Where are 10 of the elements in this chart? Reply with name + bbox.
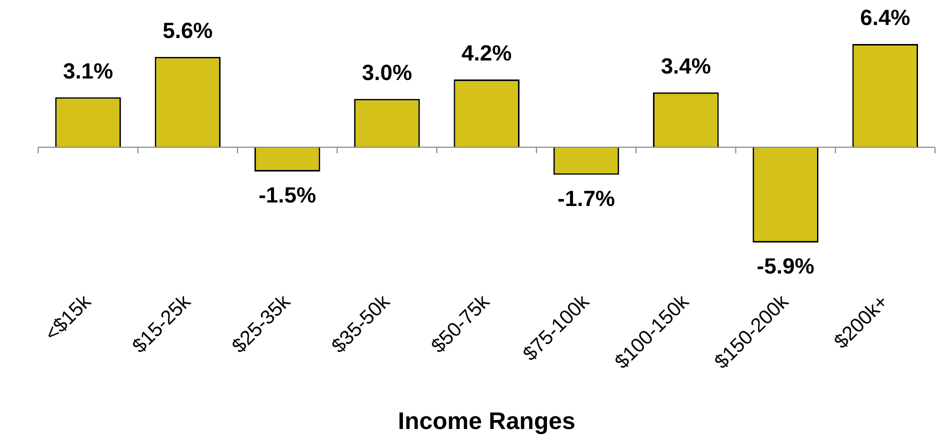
data-label: 3.1%: [62, 58, 114, 84]
x-axis-title: Income Ranges: [398, 408, 576, 436]
data-label: 3.0%: [362, 60, 412, 85]
data-label: 6.4%: [860, 5, 910, 30]
data-label: -1.5%: [258, 182, 316, 208]
data-label: 3.4%: [660, 53, 711, 78]
data-label: -1.7%: [558, 186, 615, 211]
data-label: 5.6%: [162, 18, 213, 43]
data-label: -5.9%: [756, 254, 814, 279]
data-label: 4.2%: [462, 40, 512, 66]
